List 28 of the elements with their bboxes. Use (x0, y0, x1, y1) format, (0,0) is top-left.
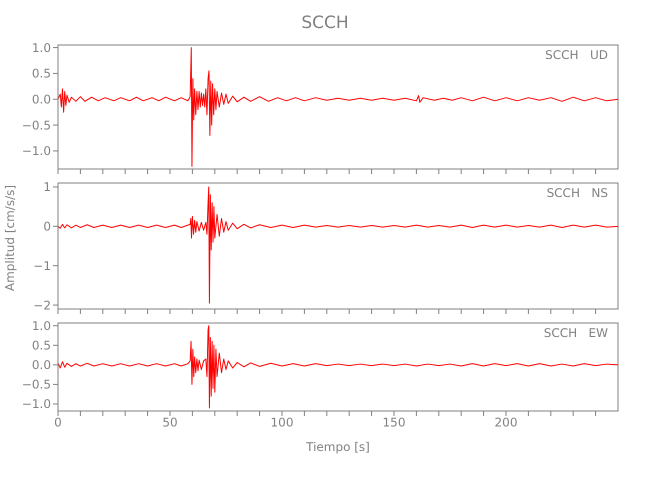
y-tick-label: 0.5 (32, 338, 51, 353)
x-axis-title: Tiempo [s] (305, 440, 370, 454)
y-tick-label: 1.0 (32, 319, 51, 333)
annotation: SCCH NS (546, 186, 608, 200)
line-series (58, 47, 618, 167)
x-tick-label: 150 (382, 416, 406, 430)
y-axis-title: Amplitud [cm/s/s] (3, 184, 17, 292)
y-tick-label: 0.5 (32, 66, 51, 81)
x-tick-label: 50 (162, 416, 178, 430)
y-tick-label: −2 (33, 298, 51, 312)
chart-title: SCCH (300, 12, 350, 35)
y-tick-label: −1.0 (22, 144, 51, 158)
y-tick-label: 0.0 (32, 92, 51, 107)
line-series (58, 186, 618, 304)
y-tick-label: −1.0 (22, 397, 51, 412)
y-tick-label: 0 (43, 220, 51, 234)
annotation: SCCH EW (544, 326, 608, 340)
line-series (58, 325, 618, 408)
x-tick-label: 0 (54, 416, 62, 430)
y-tick-label: −0.5 (22, 118, 51, 132)
x-tick-label: 200 (494, 416, 518, 430)
y-tick-label: −0.5 (22, 378, 51, 392)
y-tick-label: 1.0 (32, 40, 51, 55)
x-tick-label: 100 (270, 416, 294, 430)
y-tick-label: 1 (43, 180, 51, 194)
annotation: SCCH UD (545, 48, 608, 62)
y-tick-label: −1 (33, 258, 51, 273)
y-tick-label: 0.0 (32, 358, 51, 372)
